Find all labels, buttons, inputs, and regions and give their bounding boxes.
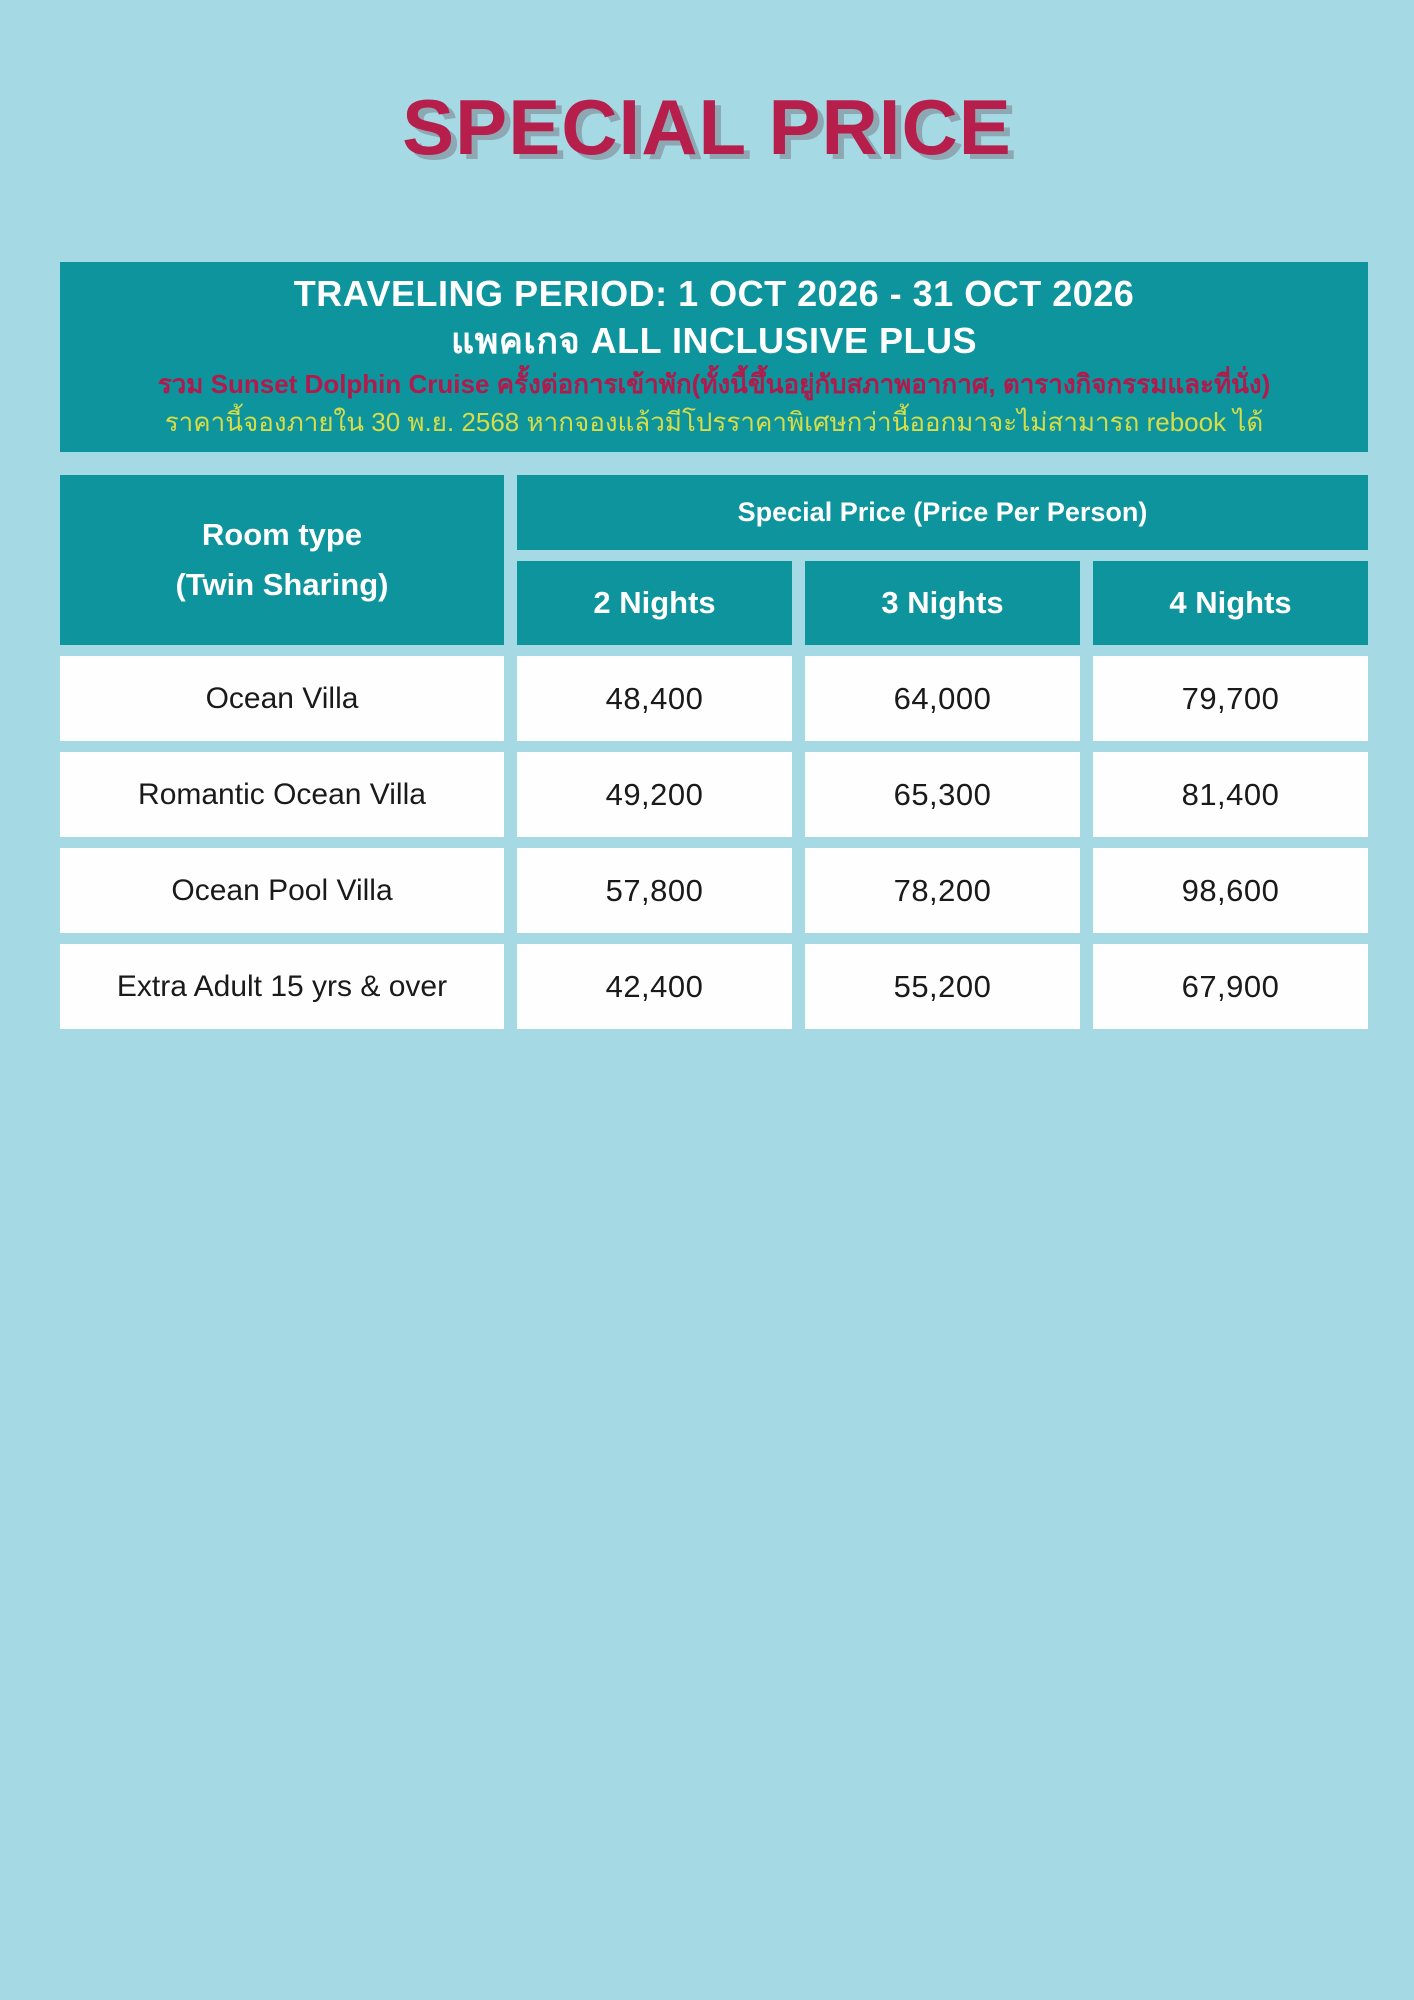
price-cell: 48,400 [517, 656, 792, 741]
room-name-cell: Romantic Ocean Villa [60, 752, 504, 837]
cruise-included-note: รวม Sunset Dolphin Cruise ครั้งต่อการเข้… [157, 368, 1271, 399]
room-type-header-line2: (Twin Sharing) [175, 567, 389, 602]
room-type-header-line1: Room type [201, 516, 363, 552]
flyer-page: SPECIAL PRICE TRAVELING PERIOD: 1 OCT 20… [60, 83, 1368, 1029]
room-name-cell: Ocean Pool Villa [60, 848, 504, 933]
price-cell: 79,700 [1093, 656, 1368, 741]
price-cell: 57,800 [517, 848, 792, 933]
price-table: Room type (Twin Sharing) Special Price (… [60, 475, 1368, 1029]
promo-banner: TRAVELING PERIOD: 1 OCT 2026 - 31 OCT 20… [60, 262, 1368, 452]
price-cell: 98,600 [1093, 848, 1368, 933]
page-title: SPECIAL PRICE [402, 83, 1012, 171]
room-name-cell: Ocean Villa [60, 656, 504, 741]
booking-deadline-note: ราคานี้จองภายใน 30 พ.ย. 2568 หากจองแล้วม… [164, 406, 1264, 437]
column-header-4-nights: 4 Nights [1093, 561, 1368, 645]
traveling-period-text: TRAVELING PERIOD: 1 OCT 2026 - 31 OCT 20… [293, 272, 1135, 314]
package-name-text: แพคเกจ ALL INCLUSIVE PLUS [450, 319, 978, 361]
special-price-header-cell: Special Price (Price Per Person) [517, 475, 1368, 550]
price-cell: 78,200 [805, 848, 1080, 933]
price-cell: 65,300 [805, 752, 1080, 837]
price-cell: 64,000 [805, 656, 1080, 741]
room-name-cell: Extra Adult 15 yrs & over [60, 944, 504, 1029]
column-header-2-nights: 2 Nights [517, 561, 792, 645]
column-header-3-nights: 3 Nights [805, 561, 1080, 645]
room-type-header-cell: Room type (Twin Sharing) [60, 475, 504, 645]
price-cell: 42,400 [517, 944, 792, 1029]
price-cell: 81,400 [1093, 752, 1368, 837]
price-cell: 49,200 [517, 752, 792, 837]
price-cell: 55,200 [805, 944, 1080, 1029]
price-cell: 67,900 [1093, 944, 1368, 1029]
